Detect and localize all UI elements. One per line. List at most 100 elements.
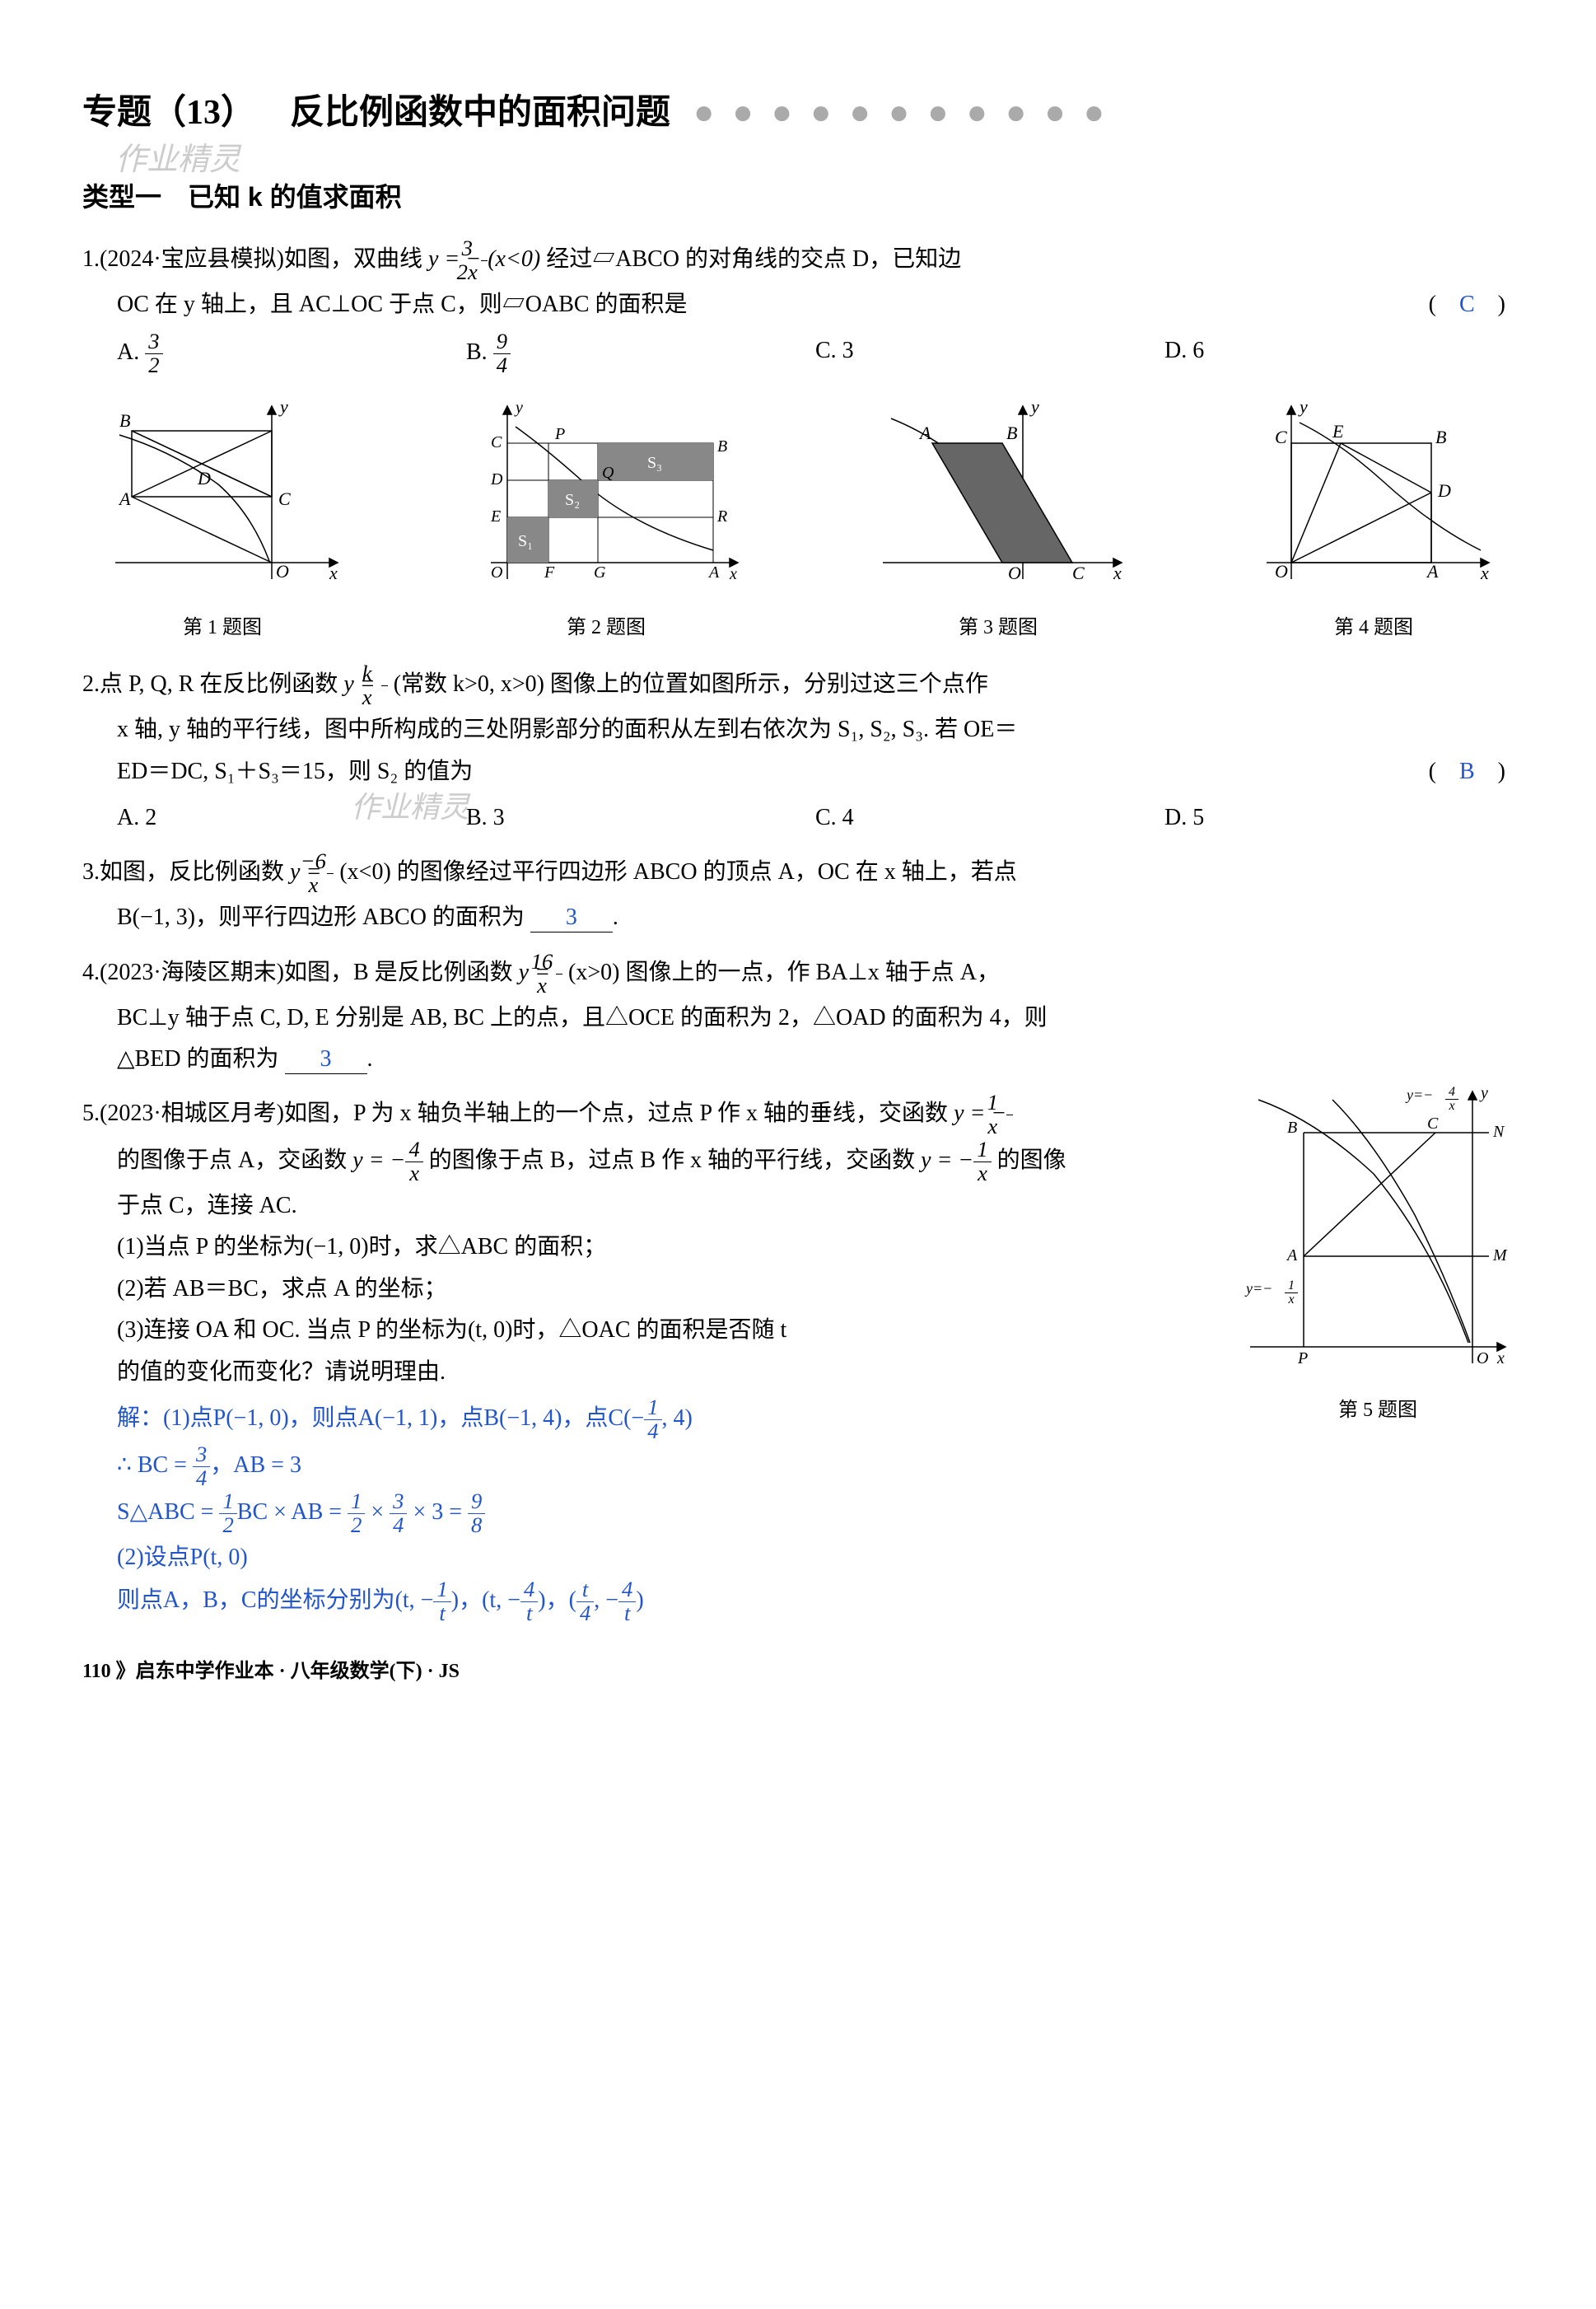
svg-text:O: O <box>276 561 289 582</box>
q1-optD: D. 6 <box>1164 330 1514 377</box>
q4-text-c: BC⊥y 轴于点 C, D, E 分别是 AB, BC 上的点，且△OCE 的面… <box>117 1005 1048 1031</box>
svg-text:D: D <box>1437 480 1451 501</box>
svg-text:B: B <box>1006 423 1017 443</box>
q2-answer-paren: ( B ) <box>1429 751 1505 792</box>
q4-text-a: 如图，B 是反比例函数 <box>284 960 519 985</box>
q2-text-c: x 轴, y 轴的平行线，图中所构成的三处阴影部分的面积从左到右依次为 S₁, … <box>117 717 1017 742</box>
problem-5: B C N A M P O x y y=− 4x y=− 1x 第 5 题图 5… <box>82 1091 1514 1624</box>
q4-text-b: (x>0) 图像上的一点，作 BA⊥x 轴于点 A， <box>568 960 1000 985</box>
q5-eq2: y = − <box>352 1147 405 1173</box>
svg-text:x: x <box>1113 563 1122 583</box>
q3-text-c: B(−1, 3)，则平行四边形 ABCO 的面积为 <box>117 904 525 930</box>
q5-sub2: (2)若 AB＝BC，求点 A 的坐标； <box>117 1276 447 1302</box>
q5-eq1: y = − <box>954 1101 1006 1126</box>
q4-num: 4. <box>82 960 100 985</box>
q4-text-d: △BED 的面积为 <box>117 1046 279 1072</box>
q1-optB: B. 94 <box>466 330 815 377</box>
q5-eq3: y = − <box>921 1147 973 1173</box>
svg-text:Q: Q <box>602 464 614 482</box>
q4-source: (2023·海陵区期末) <box>100 960 284 985</box>
figure-2: C D E O F G A x y P B Q R S₁ S₂ S₃ 第 2 题… <box>466 398 746 646</box>
svg-text:A: A <box>918 423 931 443</box>
topic-title: 反比例函数中的面积问题 <box>255 82 670 145</box>
problem-1: 1.(2024·宝应县模拟)如图，双曲线 y = −32x(x<0) 经过▱AB… <box>82 237 1514 377</box>
svg-text:B: B <box>1435 427 1446 447</box>
q1-answer-paren: ( C ) <box>1429 284 1505 325</box>
svg-text:P: P <box>554 425 565 443</box>
figure-5: B C N A M P O x y y=− 4x y=− 1x 第 5 题图 <box>1242 1083 1514 1428</box>
svg-text:N: N <box>1492 1123 1505 1141</box>
fig5-caption: 第 5 题图 <box>1242 1393 1514 1428</box>
figures-row-1: B A C D O x y 第 1 题图 <box>82 398 1514 646</box>
q4-period: . <box>367 1046 373 1072</box>
svg-text:S₁: S₁ <box>518 532 533 550</box>
svg-text:P: P <box>1297 1349 1308 1367</box>
fig3-caption: 第 3 题图 <box>866 610 1130 646</box>
q5-text-b: 的图像于点 A，交函数 <box>117 1147 352 1173</box>
q2-text-a: 点 P, Q, R 在反比例函数 <box>100 671 343 697</box>
q2-num: 2. <box>82 671 100 697</box>
q3-text-b: (x<0) 的图像经过平行四边形 ABCO 的顶点 A，OC 在 x 轴上，若点 <box>339 859 1016 885</box>
q5-sub3b: 的值的变化而变化？请说明理由. <box>117 1359 446 1385</box>
svg-text:C: C <box>491 433 502 451</box>
fig2-caption: 第 2 题图 <box>466 610 746 646</box>
svg-text:y: y <box>1479 1084 1488 1102</box>
svg-text:A: A <box>1286 1246 1298 1264</box>
q3-text-a: 如图，反比例函数 <box>100 859 290 885</box>
svg-text:x: x <box>329 563 338 583</box>
problem-4: 4.(2023·海陵区期末)如图，B 是反比例函数 y = 16x (x>0) … <box>82 951 1514 1081</box>
q2-optD: D. 5 <box>1164 797 1514 839</box>
q2-optB: B. 3作业精灵 <box>466 797 815 839</box>
q2-optC: C. 4 <box>815 797 1164 839</box>
figure-4: C E B D O A x y 第 4 题图 <box>1250 398 1497 646</box>
q5-sub3: (3)连接 OA 和 OC. 当点 P 的坐标为(t, 0)时，△OAC 的面积… <box>117 1317 786 1343</box>
svg-text:x: x <box>1480 563 1489 583</box>
q2-text-b: (常数 k>0, x>0) 图像上的位置如图所示，分别过这三个点作 <box>394 671 988 697</box>
q1-num: 1. <box>82 246 100 272</box>
q4-answer-blank: 3 <box>285 1045 367 1074</box>
svg-text:O: O <box>1008 563 1021 583</box>
svg-text:O: O <box>1275 561 1288 582</box>
problem-3: 3.如图，反比例函数 y = −6x (x<0) 的图像经过平行四边形 ABCO… <box>82 850 1514 938</box>
svg-text:O: O <box>1477 1349 1488 1367</box>
svg-text:C: C <box>1275 427 1287 447</box>
svg-text:C: C <box>1427 1115 1439 1133</box>
q2-text-d: ED＝DC, S₁＋S₃＝15，则 S₂ 的值为 <box>117 759 473 784</box>
svg-text:C: C <box>1072 563 1085 583</box>
q1-optC: C. 3 <box>815 330 1164 377</box>
q5-text-a: 如图，P 为 x 轴负半轴上的一个点，过点 P 作 x 轴的垂线，交函数 <box>284 1101 954 1126</box>
q3-answer-blank: 3 <box>530 904 613 932</box>
svg-text:y=−: y=− <box>1244 1280 1272 1297</box>
svg-text:E: E <box>1332 421 1344 442</box>
watermark: 作业精灵 <box>115 132 240 188</box>
q5-sub1: (1)当点 P 的坐标为(−1, 0)时，求△ABC 的面积； <box>117 1234 606 1260</box>
svg-text:x: x <box>1496 1349 1505 1367</box>
fig4-caption: 第 4 题图 <box>1250 610 1497 646</box>
svg-text:G: G <box>594 563 606 582</box>
q5-source: (2023·相城区月考) <box>100 1101 284 1126</box>
figure-3: A B O C x y 第 3 题图 <box>866 398 1130 646</box>
figure-1: B A C D O x y 第 1 题图 <box>99 398 346 646</box>
section-title: 类型一 已知 k 的值求面积 <box>82 174 1514 222</box>
q3-period: . <box>613 904 618 930</box>
svg-text:C: C <box>278 488 291 509</box>
q1-source: (2024·宝应县模拟) <box>100 246 284 272</box>
page-footer: 110 》启东中学作业本 · 八年级数学(下) · JS <box>82 1654 1514 1690</box>
svg-text:A: A <box>707 563 720 582</box>
svg-text:x: x <box>729 565 737 583</box>
svg-text:S₃: S₃ <box>647 454 662 472</box>
svg-text:O: O <box>491 563 502 582</box>
q5-solution: 解：(1)点P(−1, 0)，则点A(−1, 1)，点B(−1, 4)，点C(−… <box>82 1396 1514 1625</box>
svg-text:S₂: S₂ <box>565 491 580 509</box>
svg-text:M: M <box>1492 1246 1508 1264</box>
svg-text:y: y <box>514 399 523 417</box>
q5-text-e: 于点 C，连接 AC. <box>117 1193 297 1218</box>
problem-2: 2.点 P, Q, R 在反比例函数 y = kx (常数 k>0, x>0) … <box>82 662 1514 839</box>
q1-eq-b: (x<0) <box>488 246 540 272</box>
svg-text:y: y <box>278 398 288 417</box>
svg-text:A: A <box>118 488 131 509</box>
svg-text:R: R <box>716 507 727 526</box>
svg-text:D: D <box>197 468 211 488</box>
svg-text:D: D <box>490 470 503 488</box>
svg-text:y: y <box>1298 398 1308 417</box>
